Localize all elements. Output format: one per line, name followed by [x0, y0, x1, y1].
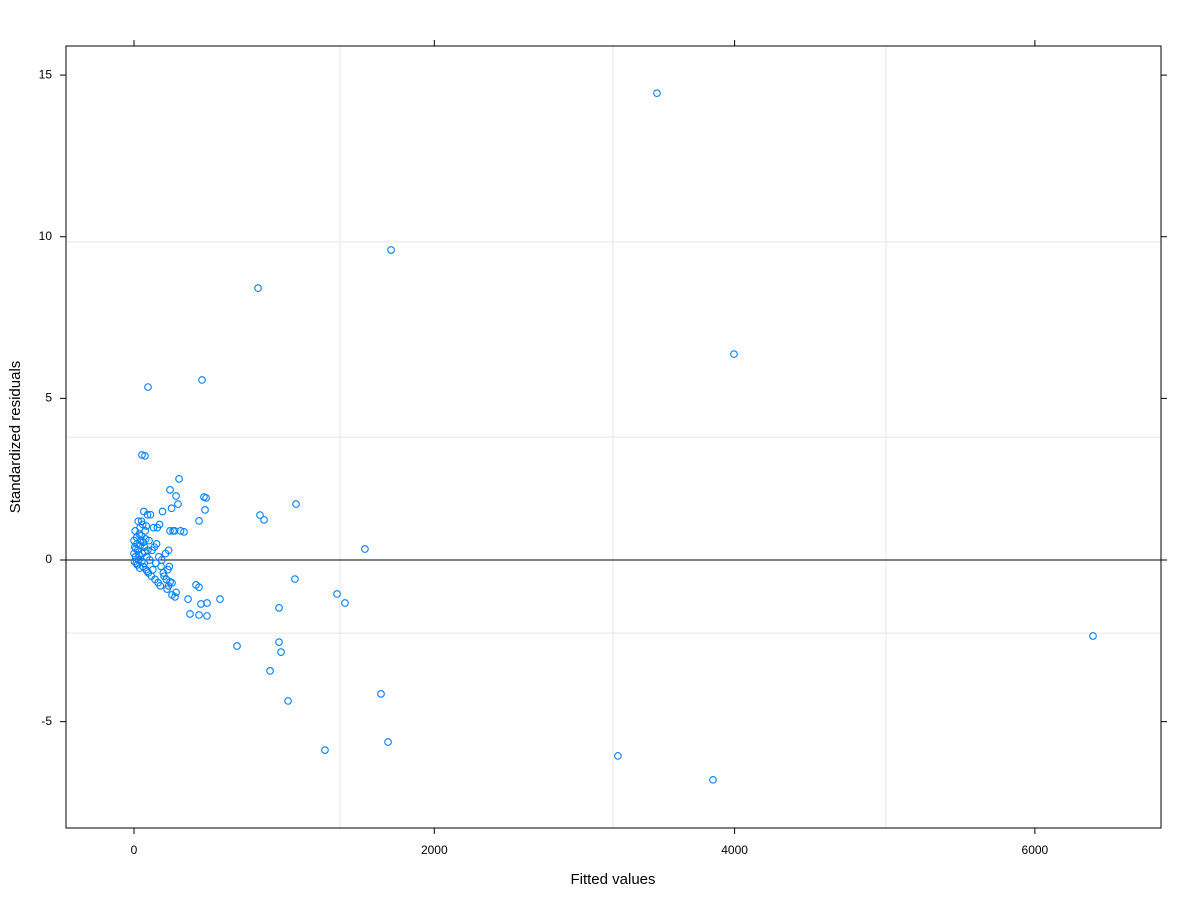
point: [201, 506, 209, 514]
point: [163, 565, 172, 574]
point: [156, 582, 165, 590]
x-axis-title: Fitted values: [570, 871, 655, 888]
point: [158, 507, 167, 516]
point: [137, 517, 146, 526]
point: [175, 475, 183, 483]
point: [203, 612, 211, 620]
point: [149, 523, 158, 532]
point: [162, 575, 171, 584]
point: [292, 500, 300, 508]
point: [166, 527, 174, 535]
point: [143, 567, 152, 576]
point: [614, 752, 622, 760]
point: [142, 522, 151, 530]
point: [151, 559, 160, 568]
point: [387, 246, 395, 254]
point: [709, 775, 717, 784]
point: [197, 600, 205, 608]
point: [216, 595, 224, 603]
point: [195, 583, 203, 592]
x-tick-label: 6000: [1022, 843, 1049, 857]
point: [141, 535, 150, 543]
y-tick-label: 10: [39, 229, 53, 243]
point: [145, 556, 154, 564]
point: [138, 520, 147, 529]
point: [157, 556, 166, 564]
y-tick-label: -5: [41, 714, 52, 728]
plot-frame: [65, 45, 1162, 829]
point: [135, 551, 143, 560]
point: [260, 516, 268, 524]
point: [321, 746, 329, 754]
point: [377, 689, 385, 698]
x-tick-label: 4000: [721, 843, 748, 857]
point: [170, 527, 179, 535]
point: [277, 648, 285, 656]
point: [333, 590, 341, 598]
point: [275, 604, 283, 612]
point: [143, 546, 152, 555]
point: [140, 559, 149, 568]
point: [195, 611, 203, 619]
point: [150, 543, 159, 551]
point: [153, 523, 162, 532]
point: [146, 510, 155, 519]
point: [148, 565, 157, 574]
point: [184, 595, 192, 603]
y-tick-label: 5: [45, 391, 52, 405]
point: [180, 528, 188, 536]
point: [202, 494, 210, 502]
point: [384, 738, 392, 746]
point: [144, 383, 152, 391]
point: [1089, 632, 1097, 640]
y-axis-title: Standardized residuals: [7, 361, 24, 514]
point: [233, 642, 241, 650]
point: [361, 545, 369, 553]
point: [198, 376, 206, 384]
y-tick-label: 0: [45, 552, 52, 566]
point: [164, 546, 173, 555]
point: [172, 588, 180, 597]
y-tick-label: 15: [39, 67, 53, 81]
point: [132, 533, 141, 542]
point: [275, 638, 283, 646]
point: [174, 500, 182, 508]
point: [284, 697, 292, 705]
point: [176, 527, 185, 535]
point: [730, 350, 738, 358]
point: [291, 575, 299, 583]
point: [167, 504, 176, 513]
point: [266, 667, 274, 675]
point: [141, 527, 150, 535]
point: [195, 517, 203, 525]
point: [141, 452, 149, 460]
point: [171, 593, 179, 601]
point: [172, 492, 180, 500]
point: [166, 486, 174, 494]
point: [143, 510, 152, 519]
point: [137, 531, 146, 540]
x-tick-label: 0: [131, 843, 138, 857]
point: [164, 582, 173, 590]
x-tick-label: 2000: [421, 843, 448, 857]
point: [254, 284, 262, 292]
point: [186, 610, 194, 618]
point: [341, 599, 349, 607]
point: [653, 89, 661, 98]
point: [256, 511, 264, 519]
